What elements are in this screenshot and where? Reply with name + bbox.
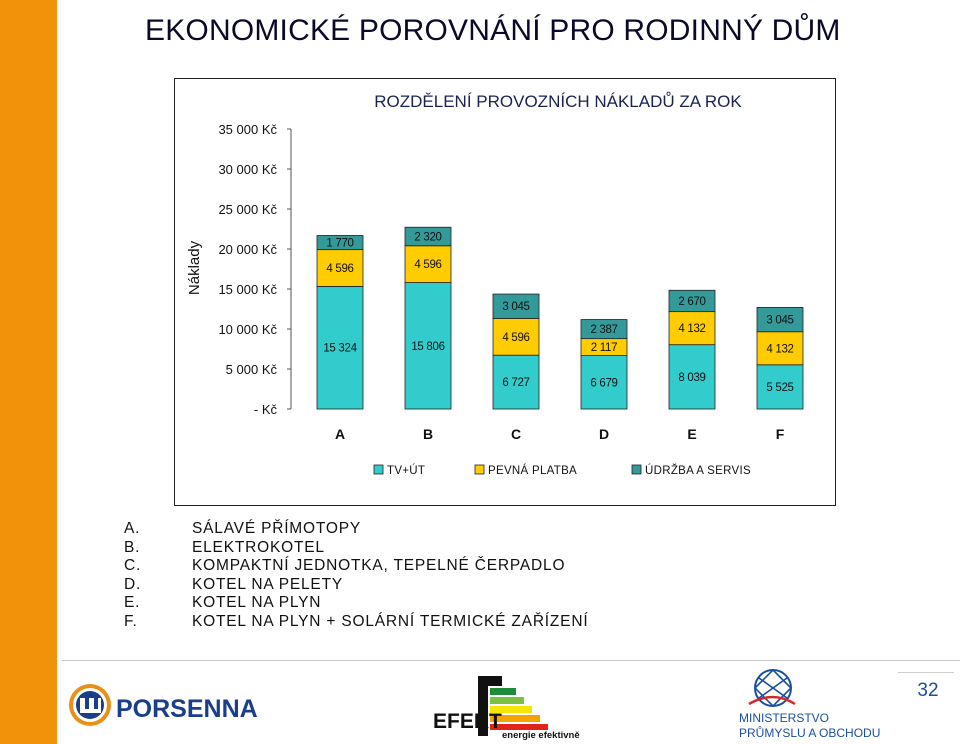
bar-segment: [404, 245, 452, 283]
option-letter: A.: [124, 520, 141, 537]
bar-value-label: 2 387: [590, 324, 617, 336]
y-tick-label: 30 000 Kč: [218, 162, 277, 177]
option-text: KOTEL NA PELETY: [192, 575, 343, 593]
porsenna-logo: PORSENNA: [69, 684, 258, 726]
bar-segment: [668, 289, 716, 313]
category-label: E: [687, 426, 696, 442]
ministry-logo: MINISTERSTVO PRŮMYSLU A OBCHODU: [739, 668, 880, 740]
legend-swatch: [631, 464, 642, 475]
bar-segment: [316, 235, 364, 251]
bar-value-label: 3 045: [766, 315, 793, 327]
bar-value-label: 2 670: [678, 296, 705, 308]
y-axis-label: Náklady: [186, 240, 203, 295]
option-text: KOMPAKTNÍ JEDNOTKA, TEPELNÉ ČERPADLO: [192, 557, 566, 574]
legend-swatch: [373, 464, 384, 475]
efekt-logo: EFEKT energie efektivně: [433, 676, 580, 740]
option-item-d: D. KOTEL NA PELETY: [124, 576, 588, 595]
orange-side-bar: [0, 0, 57, 744]
bar-value-label: 6 727: [502, 377, 529, 389]
heating-options-list: A. SÁLAVÉ PŘÍMOTOPY B. ELEKTROKOTEL C. KOMP…: [124, 520, 588, 631]
efekt-tagline: energie efektivně: [502, 730, 580, 740]
option-item-a: A. SÁLAVÉ PŘÍMOTOPY: [124, 520, 588, 539]
porsenna-wordmark: PORSENNA: [116, 695, 258, 723]
y-tick-label: 35 000 Kč: [218, 122, 277, 137]
y-tick-label: 10 000 Kč: [218, 322, 277, 337]
option-item-c: C. KOMPAKTNÍ JEDNOTKA, TEPELNÉ ČERPADLO: [124, 557, 588, 576]
category-label: A: [335, 426, 345, 442]
bar-value-label: 4 132: [678, 323, 705, 335]
category-label: D: [599, 426, 609, 442]
bar-segment: [756, 364, 804, 410]
bar-value-label: 2 320: [414, 232, 441, 244]
category-label: F: [776, 426, 785, 442]
bar-segment: [492, 354, 540, 410]
bar-value-label: 6 679: [590, 377, 617, 389]
stacked-bar-chart: ROZDĚLENÍ PROVOZNÍCH NÁKLADŮ ZA ROK Nákla…: [186, 92, 804, 477]
efekt-wordmark: EFEKT: [433, 710, 502, 733]
bar-value-label: 8 039: [678, 372, 705, 384]
page-number: 32: [917, 680, 939, 701]
bar-segment: [756, 331, 804, 366]
bar-segment: [316, 286, 364, 410]
legend-swatch: [474, 464, 485, 475]
bar-segment: [580, 355, 628, 410]
y-tick-label: 20 000 Kč: [218, 242, 277, 257]
option-text: KOTEL NA PLYN + SOLÁRNÍ TERMICKÉ ZAŘÍZEN…: [192, 612, 589, 630]
option-letter: F.: [124, 612, 138, 630]
category-label: C: [511, 426, 521, 442]
option-item-e: E. KOTEL NA PLYN: [124, 594, 588, 613]
bar-value-label: 4 596: [326, 263, 353, 275]
page-number-box: [898, 672, 954, 711]
option-letter: C.: [124, 557, 142, 574]
chart-title: ROZDĚLENÍ PROVOZNÍCH NÁKLADŮ ZA ROK: [374, 92, 742, 111]
option-text: ELEKTROKOTEL: [192, 538, 325, 556]
bar-value-label: 4 596: [502, 332, 529, 344]
legend-label: ÚDRŽBA A SERVIS: [645, 464, 751, 477]
category-label: B: [423, 426, 433, 442]
bar-segment: [756, 306, 804, 333]
bar-segment: [668, 344, 716, 410]
option-letter: E.: [124, 594, 141, 611]
footer-divider: [62, 660, 960, 661]
option-letter: D.: [124, 575, 142, 593]
y-tick-label: 15 000 Kč: [218, 282, 277, 297]
bar-segment: [404, 226, 452, 247]
legend-label: PEVNÁ PLATBA: [488, 464, 577, 477]
bar-segment: [492, 293, 540, 319]
option-text: SÁLAVÉ PŘÍMOTOPY: [192, 520, 361, 537]
bar-value-label: 5 525: [766, 382, 793, 394]
ministry-name-line2: PRŮMYSLU A OBCHODU: [739, 725, 880, 740]
bar-value-label: 2 117: [591, 342, 617, 354]
option-item-f: F. KOTEL NA PLYN + SOLÁRNÍ TERMICKÉ ZAŘÍZ…: [124, 613, 588, 632]
y-tick-label: - Kč: [254, 402, 278, 417]
bar-value-label: 1 770: [326, 238, 353, 250]
bar-value-label: 4 132: [766, 343, 793, 355]
option-item-b: B. ELEKTROKOTEL: [124, 539, 588, 558]
chart-frame: [174, 78, 836, 506]
y-tick-label: 5 000 Kč: [226, 362, 278, 377]
bar-value-label: 15 806: [411, 341, 444, 353]
option-text: KOTEL NA PLYN: [192, 594, 322, 611]
bar-value-label: 3 045: [502, 301, 529, 313]
y-tick-label: 25 000 Kč: [218, 202, 277, 217]
ministry-name-line1: MINISTERSTVO: [739, 711, 829, 725]
option-letter: B.: [124, 538, 141, 556]
bar-value-label: 15 324: [323, 343, 357, 355]
legend-label: TV+ÚT: [387, 464, 425, 477]
bar-segment: [580, 319, 628, 340]
bar-value-label: 4 596: [414, 259, 441, 271]
page-title: EKONOMICKÉ POROVNÁNÍ PRO RODINNÝ DŮM: [145, 14, 841, 47]
